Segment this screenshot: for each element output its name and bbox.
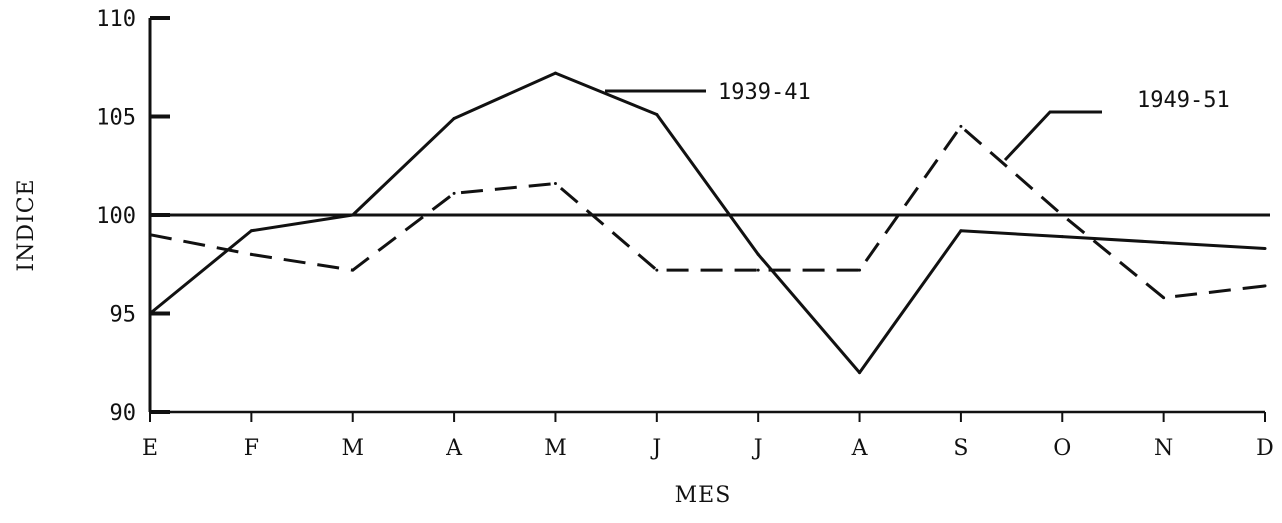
- y-tick-label-100: 100: [96, 204, 136, 229]
- x-tick-label-7: A: [851, 436, 869, 461]
- data-point-1939-41-9: [1060, 235, 1064, 239]
- data-point-1949-51-9: [1060, 213, 1064, 217]
- y-tick-label-95: 95: [110, 303, 137, 328]
- series-line-1939-41: [149, 71, 1266, 375]
- series-layer: [148, 71, 1267, 375]
- data-point-1949-51-3: [452, 191, 456, 195]
- y-tick-label-90: 90: [110, 401, 137, 426]
- data-point-1939-41-11: [1263, 246, 1267, 250]
- series-line-1949-51: [149, 124, 1266, 300]
- y-tick-label-105: 105: [96, 106, 136, 131]
- x-tick-label-8: S: [953, 436, 968, 461]
- x-tick-label-6: J: [752, 436, 763, 461]
- data-point-1949-51-1: [249, 252, 253, 256]
- data-point-1939-41-0: [148, 312, 152, 315]
- series-legend-1949-51: 1949-51: [1003, 88, 1230, 162]
- data-point-1939-41-10: [1162, 241, 1166, 245]
- data-point-1939-41-1: [249, 229, 253, 233]
- data-point-1939-41-7: [858, 371, 862, 375]
- y-axis-title: INDICE: [14, 178, 39, 271]
- x-tick-label-1: F: [244, 436, 259, 461]
- x-tick-label-4: M: [544, 436, 567, 461]
- legend-leader-1949-51: [1003, 110, 1102, 162]
- x-axis-title: MES: [675, 483, 732, 508]
- data-point-1939-41-6: [756, 252, 760, 256]
- data-point-1949-51-5: [655, 268, 659, 272]
- data-point-1949-51-0: [148, 233, 152, 237]
- x-tick-label-10: N: [1154, 436, 1173, 461]
- series-legend-1939-41: 1939-41: [605, 80, 811, 105]
- y-tick-label-110: 110: [96, 7, 136, 32]
- data-point-1949-51-4: [553, 181, 557, 185]
- x-tick-label-2: M: [341, 436, 364, 461]
- legend-label-1949-51: 1949-51: [1137, 88, 1230, 113]
- data-point-1939-41-4: [553, 71, 557, 75]
- x-tick-label-11: D: [1256, 436, 1274, 461]
- x-tick-label-5: J: [650, 436, 661, 461]
- data-point-1939-41-2: [351, 213, 355, 217]
- legend-label-1939-41: 1939-41: [718, 80, 811, 105]
- data-point-1939-41-8: [959, 229, 963, 233]
- x-tick-label-0: E: [142, 436, 158, 461]
- x-tick-label-3: A: [445, 436, 463, 461]
- data-point-1949-51-11: [1263, 284, 1267, 288]
- data-point-1949-51-8: [959, 124, 963, 128]
- data-point-1949-51-7: [858, 268, 862, 272]
- x-tick-label-9: O: [1053, 436, 1071, 461]
- data-point-1949-51-2: [351, 268, 355, 272]
- data-point-1949-51-10: [1162, 296, 1166, 300]
- data-point-1949-51-6: [756, 268, 760, 272]
- data-point-1939-41-5: [655, 113, 659, 117]
- data-point-1939-41-3: [452, 116, 456, 120]
